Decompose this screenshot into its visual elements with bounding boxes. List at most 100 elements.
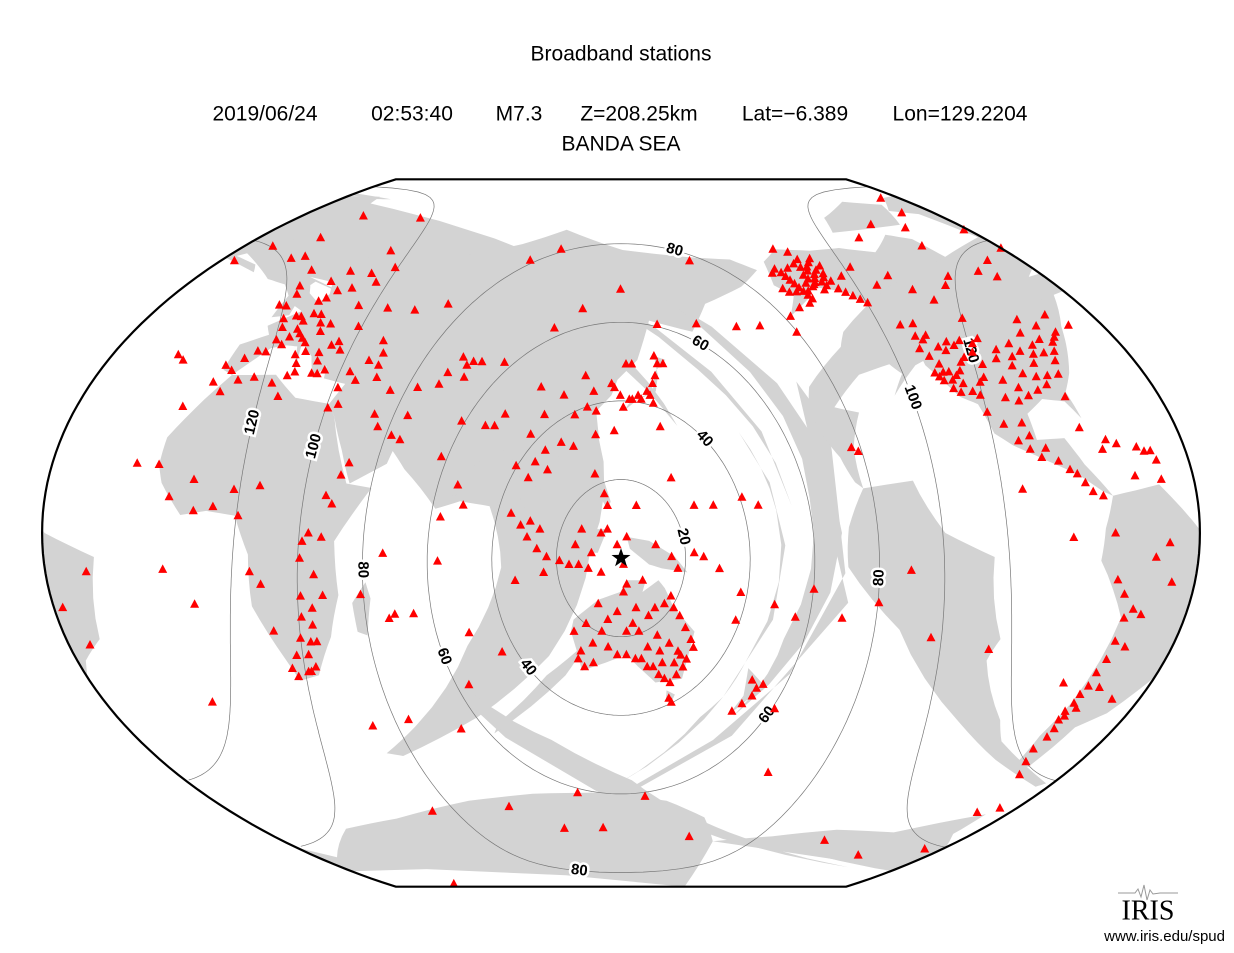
station: [208, 501, 218, 511]
station: [1063, 320, 1073, 329]
station: [1074, 422, 1084, 432]
station: [1021, 756, 1031, 766]
station: [763, 767, 773, 776]
land-mass: [1120, 191, 1200, 210]
station: [277, 339, 287, 349]
station: [845, 262, 855, 271]
station: [315, 326, 325, 335]
station: [58, 602, 68, 612]
station: [233, 510, 243, 520]
station: [599, 488, 609, 498]
station: [758, 679, 768, 688]
station: [666, 472, 676, 482]
station: [815, 261, 825, 270]
station: [900, 222, 910, 232]
event-epicenter: [611, 548, 631, 567]
station: [1037, 452, 1047, 461]
station: [1075, 689, 1085, 698]
station: [384, 613, 394, 622]
station: [811, 265, 821, 274]
station: [866, 219, 876, 229]
station: [631, 602, 641, 612]
event-region: BANDA SEA: [561, 133, 680, 156]
distance-contour: [556, 479, 686, 638]
station: [1018, 368, 1028, 378]
station: [207, 697, 217, 706]
station: [699, 551, 709, 561]
station: [386, 430, 396, 439]
station: [956, 357, 966, 366]
station: [1072, 468, 1082, 478]
station: [364, 355, 374, 364]
station: [350, 375, 360, 384]
station: [616, 284, 625, 293]
station: [645, 390, 655, 399]
station: [1130, 470, 1140, 480]
station: [303, 528, 313, 537]
station: [951, 370, 961, 379]
station: [675, 610, 685, 620]
distance-contour: [491, 400, 751, 716]
station: [948, 375, 958, 384]
station: [574, 559, 584, 568]
station: [556, 244, 566, 253]
station: [261, 346, 271, 356]
station: [367, 268, 377, 277]
station: [612, 606, 622, 616]
station: [178, 401, 188, 410]
station: [910, 331, 920, 340]
event-latitude: Lat=−6.389: [742, 103, 848, 126]
station: [583, 563, 593, 572]
land-mass: [1126, 195, 1200, 259]
station: [630, 653, 640, 663]
station: [731, 321, 741, 331]
station: [747, 691, 757, 700]
station: [652, 358, 662, 368]
station: [643, 642, 653, 651]
station: [415, 213, 425, 222]
station: [1024, 430, 1034, 440]
station: [992, 271, 1002, 281]
station: [409, 608, 419, 618]
station: [462, 360, 472, 369]
station: [680, 622, 690, 632]
station: [323, 403, 333, 412]
station: [316, 318, 326, 327]
station: [178, 355, 188, 364]
station: [573, 787, 583, 797]
station: [669, 602, 679, 612]
stations: [58, 193, 1177, 888]
station: [457, 416, 467, 425]
station: [654, 669, 664, 679]
station: [1007, 360, 1017, 370]
station: [770, 703, 780, 713]
station: [666, 697, 676, 706]
station: [286, 253, 296, 262]
station: [1039, 347, 1049, 357]
station: [958, 378, 968, 388]
station: [991, 353, 1001, 363]
station: [1167, 577, 1177, 586]
station: [1004, 338, 1014, 348]
station: [1165, 537, 1175, 547]
station: [622, 626, 631, 635]
station: [290, 349, 300, 359]
station: [453, 480, 463, 489]
station: [686, 634, 696, 643]
station: [229, 255, 239, 265]
station: [1111, 528, 1121, 537]
station: [1041, 443, 1051, 452]
station: [588, 638, 598, 647]
station: [297, 536, 307, 545]
station: [755, 320, 765, 330]
station: [173, 349, 183, 359]
station: [1094, 682, 1104, 691]
station: [386, 245, 396, 255]
station: [569, 626, 579, 635]
land-mass: [1105, 244, 1157, 273]
station: [1156, 474, 1166, 483]
station: [535, 524, 545, 533]
station: [290, 367, 300, 376]
station: [469, 356, 479, 365]
land-mass: [1099, 792, 1200, 887]
